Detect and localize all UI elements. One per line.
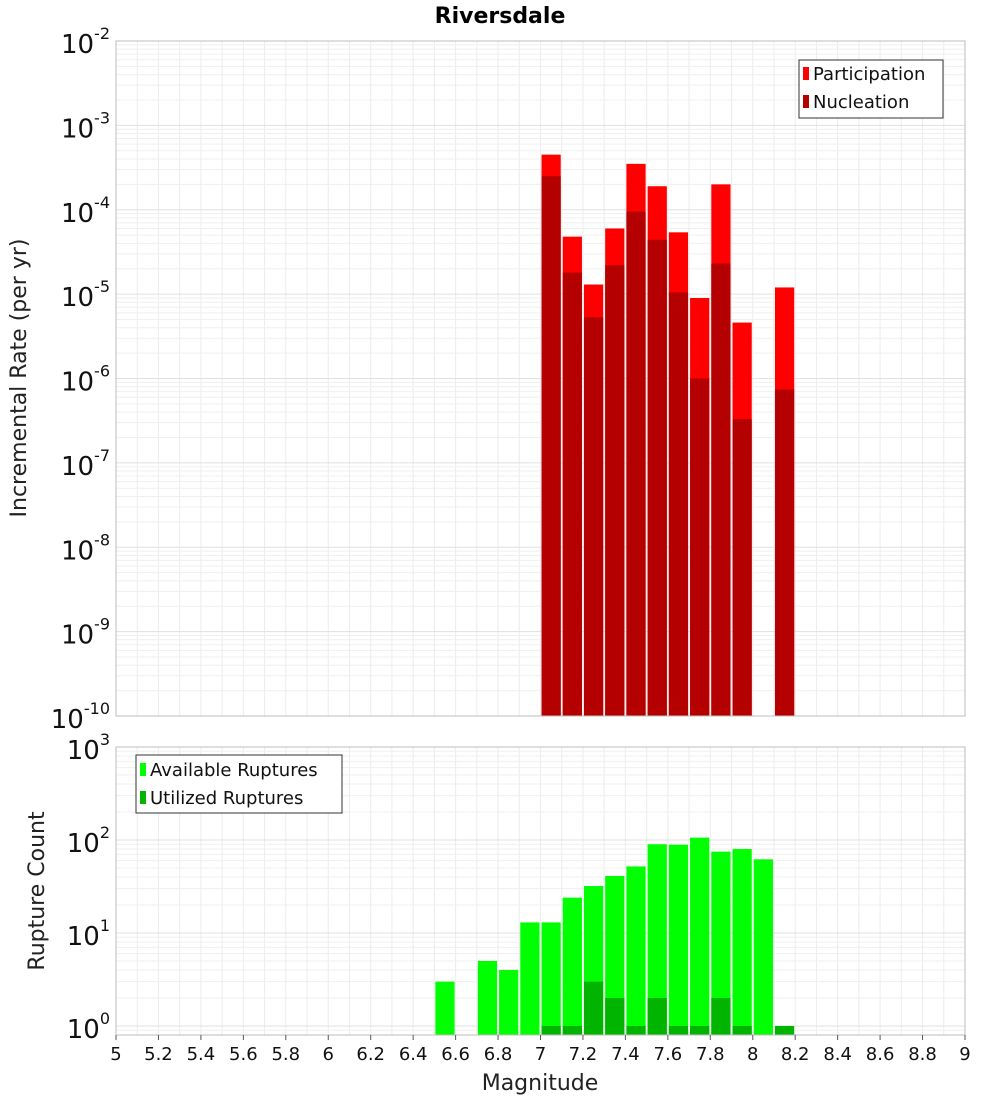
available-ruptures-bar — [753, 859, 773, 1035]
available-ruptures-bar — [562, 897, 582, 1035]
available-ruptures-bar — [605, 876, 625, 1035]
nucleation-bar — [626, 211, 646, 716]
count-y-axis-label: Rupture Count — [25, 811, 50, 971]
x-axis-label: Magnitude — [482, 1071, 599, 1096]
x-tick-label: 8.8 — [908, 1044, 937, 1065]
rate-y-tick-label: 10-9 — [61, 615, 110, 651]
x-tick-label: 5.2 — [144, 1044, 173, 1065]
count-legend-box — [135, 754, 343, 814]
utilized-ruptures-legend-label: Utilized Ruptures — [150, 788, 303, 809]
x-tick-label: 9 — [959, 1044, 970, 1065]
count-gridlines — [115, 746, 966, 1036]
available-ruptures-legend-swatch — [140, 763, 146, 776]
rate-gridlines — [115, 40, 966, 717]
chart-title: Riversdale — [435, 4, 566, 29]
rate-y-tick-label: 10-5 — [61, 277, 110, 313]
rate-legend: Participation Nucleation — [798, 59, 944, 119]
available-ruptures-bar — [499, 969, 519, 1035]
nucleation-legend-label: Nucleation — [813, 92, 909, 113]
count-y-ticks: 100 101 102 103 — [67, 730, 110, 1045]
rate-y-axis-label: Incremental Rate (per yr) — [7, 239, 32, 518]
utilized-ruptures-bar — [647, 997, 667, 1035]
count-y-tick-label: 103 — [67, 730, 110, 766]
available-ruptures-bar — [732, 849, 752, 1035]
rate-plot-frame — [115, 40, 966, 717]
x-tick-label: 6.2 — [356, 1044, 385, 1065]
x-tick-label: 8.2 — [781, 1044, 810, 1065]
rate-panel: 10-10 10-9 10-8 10-7 10-6 10-5 10-4 10-3 10-2 In… — [7, 24, 966, 735]
nucleation-bar — [605, 265, 625, 716]
x-tick-label: 7.4 — [611, 1044, 640, 1065]
nucleation-bar — [562, 272, 582, 716]
rate-y-tick-label: 10-10 — [51, 699, 110, 735]
rate-y-tick-label: 10-4 — [61, 193, 110, 229]
utilized-ruptures-bar — [626, 1025, 646, 1035]
utilized-ruptures-bar — [668, 1025, 689, 1035]
x-tick-label: 5 — [110, 1044, 121, 1065]
nucleation-bar — [732, 419, 752, 716]
nucleation-bar — [583, 317, 604, 716]
x-tick-label: 6.4 — [399, 1044, 428, 1065]
available-ruptures-bar — [626, 866, 646, 1035]
x-tick-label: 7.2 — [569, 1044, 598, 1065]
x-tick-label: 6.8 — [484, 1044, 513, 1065]
x-tick-label: 7.8 — [696, 1044, 725, 1065]
utilized-ruptures-bar — [583, 981, 604, 1035]
rate-y-tick-label: 10-2 — [61, 24, 110, 60]
count-legend: Available Ruptures Utilized Ruptures — [135, 754, 343, 814]
utilized-ruptures-bar — [732, 1025, 752, 1035]
x-tick-label: 8 — [747, 1044, 758, 1065]
nucleation-legend-swatch — [803, 95, 809, 108]
x-tick-label: 6 — [323, 1044, 334, 1065]
available-ruptures-bar — [711, 851, 731, 1035]
participation-legend-label: Participation — [813, 64, 925, 85]
x-tick-label: 5.6 — [229, 1044, 258, 1065]
x-tick-label: 5.4 — [187, 1044, 216, 1065]
x-tick-label: 6.6 — [441, 1044, 470, 1065]
utilized-ruptures-bar — [711, 997, 731, 1035]
nucleation-bar — [711, 263, 731, 716]
x-tick-label: 8.4 — [823, 1044, 852, 1065]
rate-y-tick-label: 10-6 — [61, 362, 110, 398]
participation-legend-swatch — [803, 67, 809, 80]
count-y-tick-label: 100 — [67, 1009, 110, 1045]
nucleation-bar — [647, 239, 667, 716]
rate-legend-box — [798, 59, 944, 119]
nucleation-bar — [541, 176, 561, 716]
available-ruptures-bar — [520, 922, 540, 1035]
utilized-ruptures-bar — [541, 1025, 561, 1035]
utilized-ruptures-legend-swatch — [140, 791, 146, 804]
x-tick-label: 5.8 — [271, 1044, 300, 1065]
rate-bars — [541, 154, 795, 717]
available-ruptures-bar — [690, 837, 710, 1035]
x-axis-ticks: 5 5.2 5.4 5.6 5.8 6 6.2 6.4 6.6 6.8 7 7.2 7.4 7.6 7.8 8… — [110, 1035, 971, 1065]
available-ruptures-bar — [647, 844, 667, 1035]
available-ruptures-bar — [541, 922, 561, 1035]
available-ruptures-legend-label: Available Ruptures — [150, 760, 318, 781]
x-tick-label: 7 — [535, 1044, 546, 1065]
utilized-ruptures-bar — [605, 997, 625, 1035]
available-ruptures-bar — [668, 844, 689, 1035]
utilized-ruptures-bar — [774, 1025, 795, 1035]
available-ruptures-bar — [477, 960, 498, 1035]
count-bars — [435, 837, 795, 1035]
rate-y-tick-label: 10-8 — [61, 530, 110, 566]
count-y-tick-label: 102 — [67, 823, 110, 859]
utilized-ruptures-bar — [690, 1025, 710, 1035]
x-tick-label: 7.6 — [654, 1044, 683, 1065]
count-y-tick-label: 101 — [67, 916, 110, 952]
rate-y-tick-label: 10-3 — [61, 108, 110, 144]
utilized-ruptures-bar — [562, 1025, 582, 1035]
x-tick-label: 8.6 — [866, 1044, 895, 1065]
nucleation-bar — [690, 378, 710, 716]
available-ruptures-bar — [435, 981, 455, 1035]
rate-y-tick-label: 10-7 — [61, 446, 110, 482]
rate-y-ticks: 10-10 10-9 10-8 10-7 10-6 10-5 10-4 10-3 10-2 — [51, 24, 110, 735]
count-panel: 100 101 102 103 Rupture Count Available Rup… — [25, 730, 966, 1045]
nucleation-bar — [668, 292, 689, 716]
nucleation-bar — [774, 389, 795, 716]
